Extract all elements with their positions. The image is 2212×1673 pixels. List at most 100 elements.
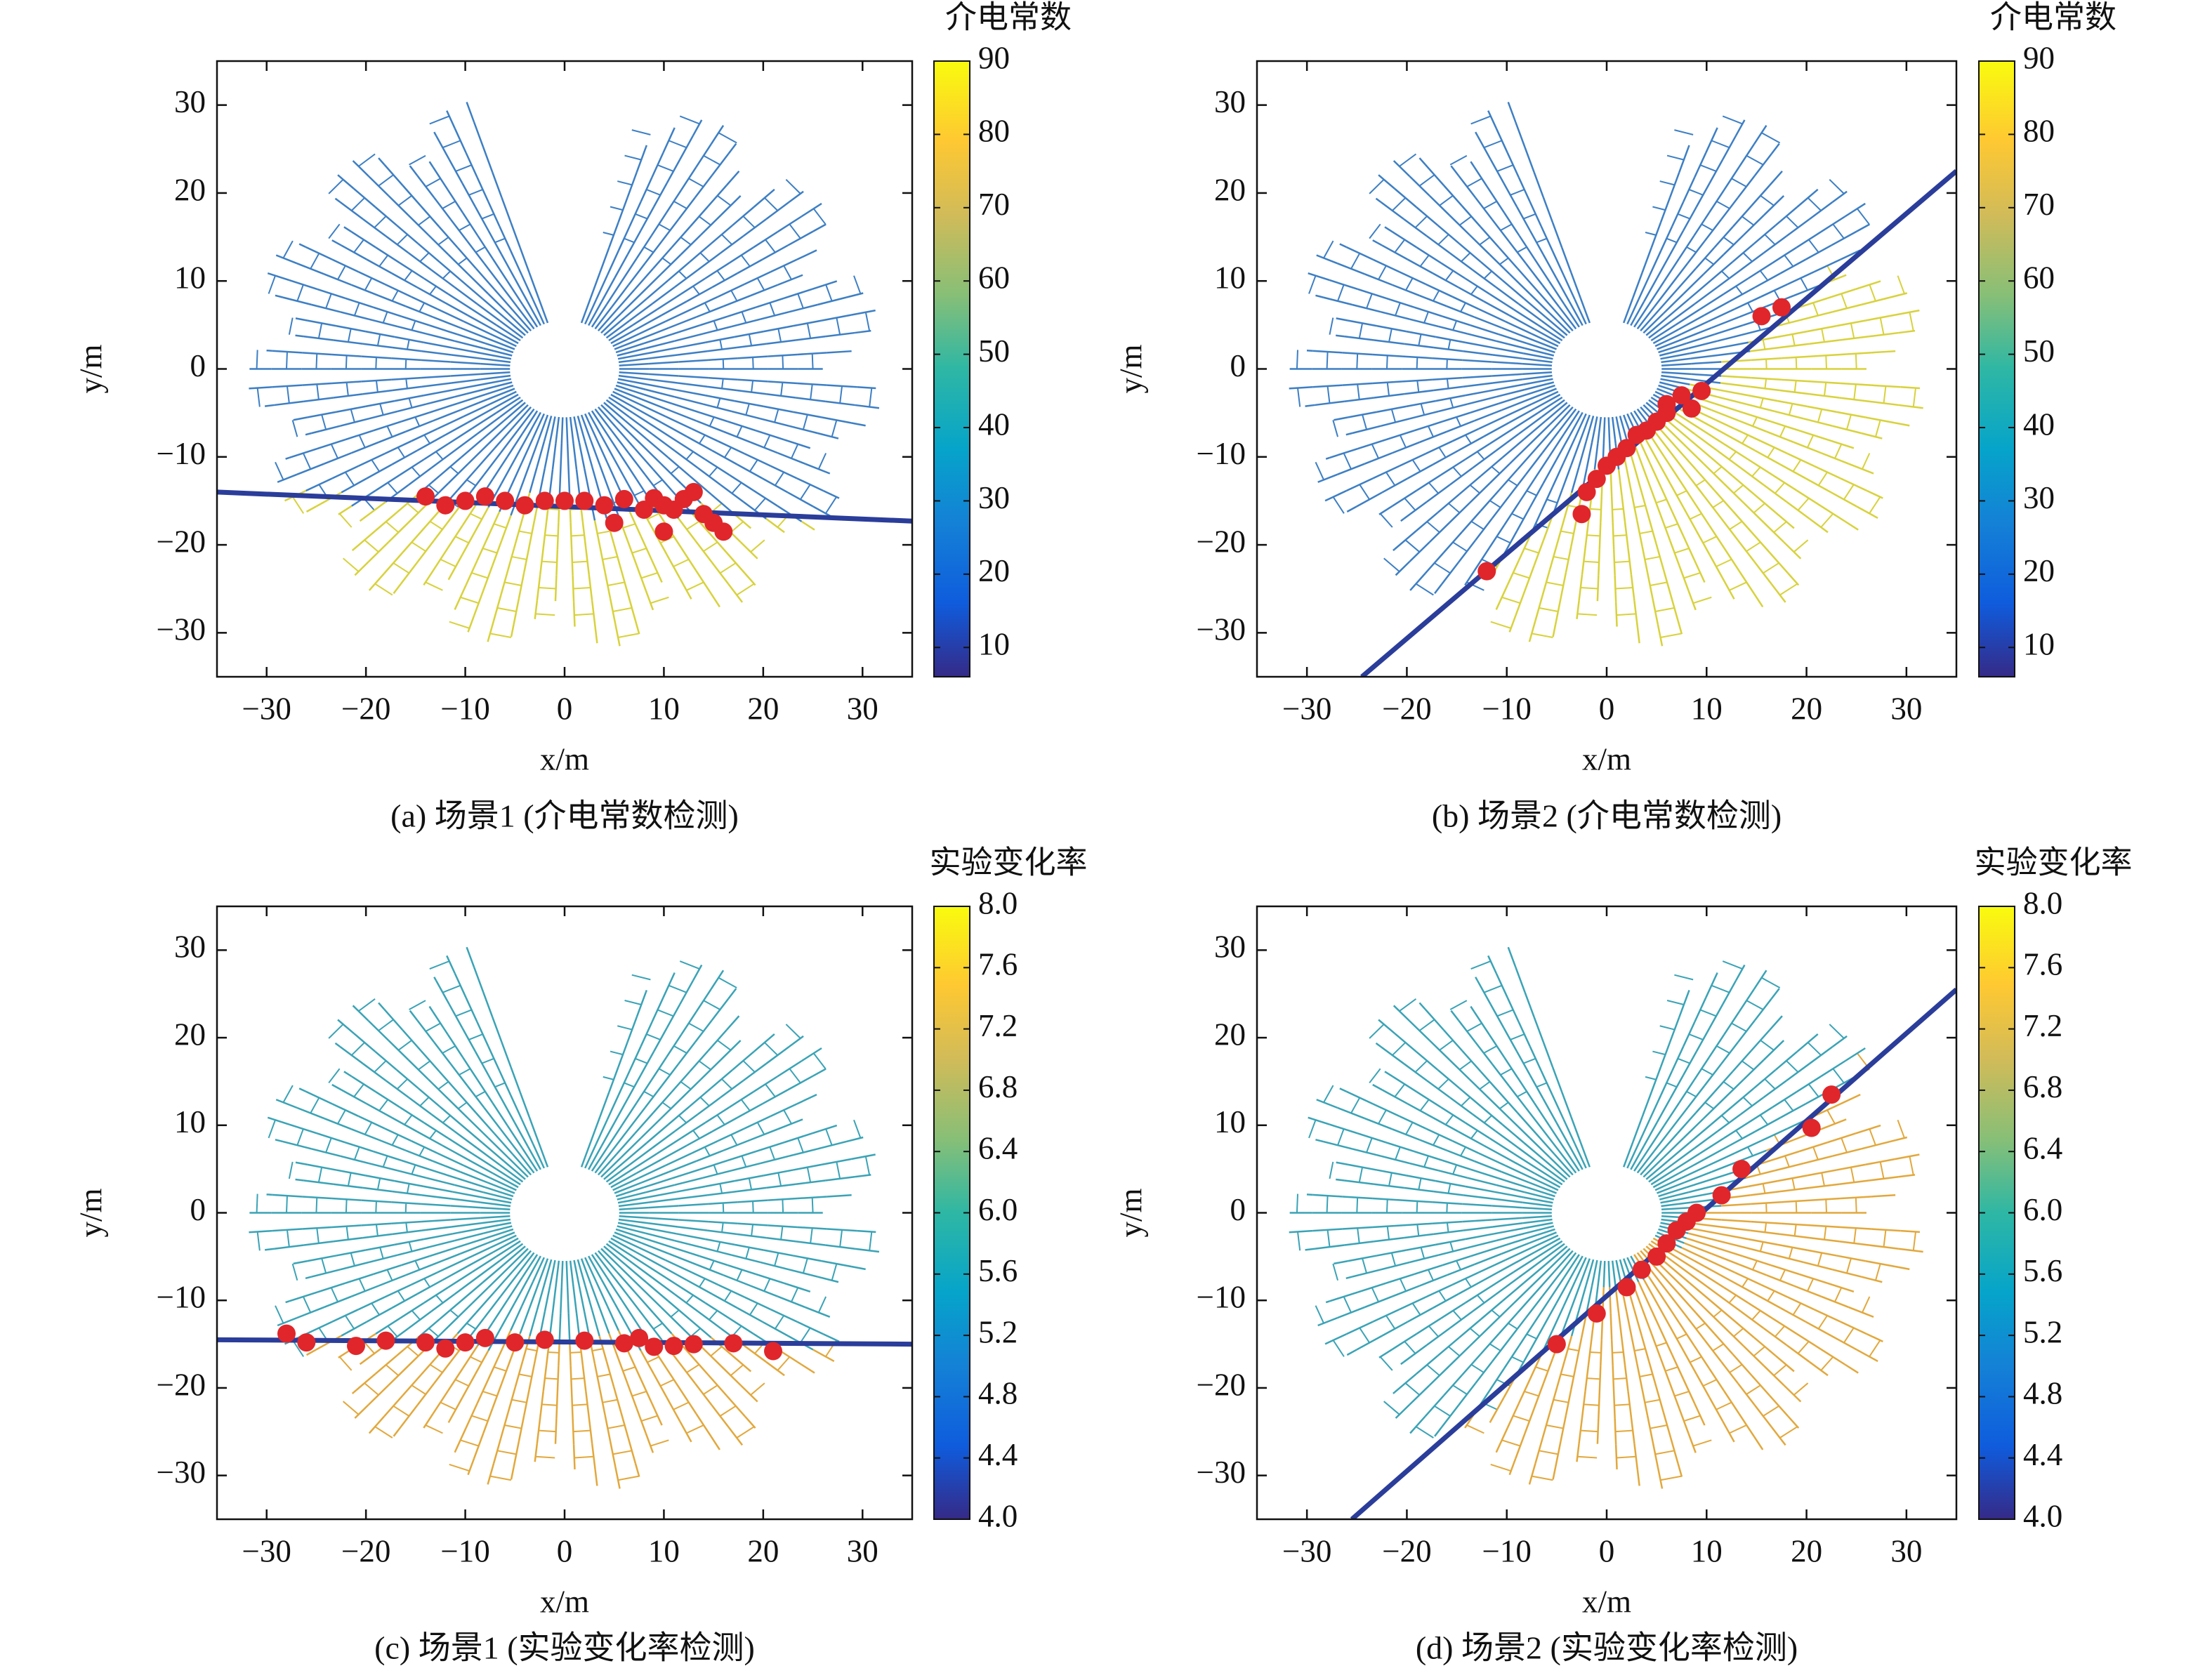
survey-trace (392, 1229, 423, 1236)
survey-trace (618, 1201, 649, 1208)
survey-trace (1323, 296, 1352, 306)
anomaly-point (605, 513, 624, 532)
survey-trace (1747, 302, 1753, 312)
survey-trace (673, 1401, 690, 1410)
survey-trace (1337, 1306, 1365, 1319)
survey-trace (471, 1415, 489, 1422)
survey-trace (1479, 1080, 1491, 1090)
survey-trace (628, 1259, 653, 1278)
survey-trace (473, 967, 485, 993)
survey-trace (1656, 1342, 1667, 1347)
survey-trace (482, 298, 505, 318)
survey-trace (1489, 500, 1501, 508)
survey-trace (1522, 1206, 1553, 1210)
survey-trace (1663, 1102, 1680, 1126)
survey-trace (578, 442, 586, 469)
survey-trace (1296, 388, 1301, 407)
survey-trace (1419, 1274, 1447, 1287)
survey-trace (455, 1009, 472, 1017)
survey-trace (1826, 1282, 1855, 1292)
survey-trace (1560, 572, 1567, 599)
survey-trace (610, 328, 637, 345)
survey-trace (1720, 382, 1751, 388)
survey-trace (1525, 452, 1543, 475)
survey-trace (1798, 1273, 1828, 1284)
survey-trace (783, 439, 811, 449)
survey-trace (1324, 1333, 1347, 1345)
survey-trace (338, 505, 353, 515)
survey-trace (739, 541, 758, 560)
survey-trace (1375, 1042, 1382, 1048)
survey-trace (594, 1252, 613, 1276)
survey-trace (1671, 1354, 1685, 1380)
survey-trace (1508, 315, 1536, 331)
survey-trace (1470, 286, 1478, 295)
survey-trace (367, 175, 390, 197)
survey-trace (617, 1475, 640, 1481)
survey-trace (736, 425, 743, 437)
survey-trace (1663, 1267, 1685, 1288)
survey-trace (1464, 1233, 1495, 1241)
survey-trace (1483, 300, 1510, 317)
survey-trace (710, 1069, 733, 1089)
survey-trace (638, 1165, 666, 1179)
survey-trace (1862, 1296, 1871, 1313)
survey-trace (489, 1177, 517, 1191)
survey-trace (295, 334, 305, 338)
survey-trace (347, 1172, 352, 1186)
survey-trace (404, 359, 407, 369)
survey-trace (1723, 1390, 1740, 1415)
survey-trace (1813, 1308, 1841, 1323)
survey-trace (753, 188, 775, 208)
survey-trace (1438, 403, 1468, 413)
survey-trace (359, 517, 364, 522)
survey-trace (362, 1233, 393, 1239)
survey-trace (1428, 1325, 1439, 1337)
survey-trace (471, 571, 489, 579)
survey-trace (661, 421, 687, 437)
survey-trace (452, 1191, 482, 1198)
survey-trace (1474, 409, 1502, 422)
survey-trace (1671, 303, 1696, 322)
survey-trace (449, 465, 459, 475)
survey-trace (640, 443, 662, 465)
survey-trace (1399, 153, 1417, 167)
survey-trace (588, 411, 603, 437)
survey-trace (425, 178, 441, 187)
survey-trace (442, 300, 468, 317)
survey-trace (640, 571, 658, 579)
survey-trace (418, 1060, 431, 1071)
survey-trace (1665, 1366, 1678, 1372)
survey-trace (756, 430, 784, 441)
colorbar-tick-label: 80 (2023, 114, 2055, 149)
survey-trace (311, 303, 341, 313)
survey-trace (1352, 1148, 1381, 1157)
survey-trace (1836, 319, 1867, 327)
survey-trace (1444, 270, 1454, 281)
survey-trace (277, 473, 298, 483)
survey-trace (624, 1082, 635, 1088)
survey-trace (1654, 333, 1683, 348)
survey-trace (521, 303, 539, 328)
survey-trace (1392, 1128, 1420, 1141)
survey-trace (1317, 1316, 1338, 1327)
survey-trace (407, 214, 429, 236)
survey-trace (1657, 1182, 1685, 1194)
survey-trace (1723, 1011, 1740, 1036)
survey-trace (699, 411, 728, 423)
survey-trace (1513, 1415, 1530, 1422)
survey-trace (628, 1354, 642, 1380)
survey-trace (1428, 482, 1439, 494)
survey-trace (1711, 409, 1739, 422)
survey-trace (1529, 1074, 1544, 1099)
survey-trace (1489, 1306, 1510, 1328)
survey-trace (1760, 440, 1789, 455)
survey-trace (1465, 1278, 1472, 1288)
survey-trace (1763, 235, 1787, 254)
survey-trace (423, 570, 434, 586)
survey-trace (1747, 262, 1773, 279)
survey-trace (1652, 206, 1666, 211)
survey-trace (777, 1060, 803, 1078)
survey-trace (1779, 1307, 1807, 1323)
survey-trace (1623, 1142, 1634, 1168)
